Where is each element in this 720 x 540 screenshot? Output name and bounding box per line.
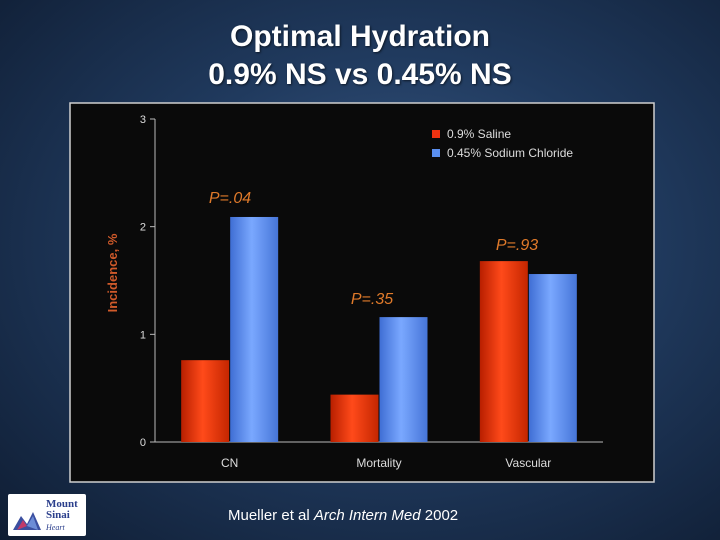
citation-year: 2002 xyxy=(424,507,459,524)
y-tick-label: 1 xyxy=(140,329,146,341)
bar-cn-series-2 xyxy=(230,216,279,442)
citation-author: Mueller et al xyxy=(228,507,310,524)
title-line-1: Optimal Hydration xyxy=(229,20,491,53)
bar-cn-series-1 xyxy=(181,360,230,442)
bar-vascular-series-1 xyxy=(479,261,528,442)
legend-label-2: 0.45% Sodium Chloride xyxy=(447,146,573,160)
x-tick-label-mortality: Mortality xyxy=(356,456,401,470)
logo-line-3: Heart xyxy=(46,523,65,532)
y-tick-label: 2 xyxy=(140,222,146,234)
bar-mortality-series-1 xyxy=(330,394,379,442)
y-tick-label: 3 xyxy=(140,114,146,126)
title-line-2: 0.9% NS vs 0.45% NS xyxy=(208,58,512,91)
p-value-annotation: P=.04 xyxy=(209,190,251,207)
citation: Mueller et al Arch Intern Med 2002 xyxy=(228,507,458,524)
p-value-annotation: P=.93 xyxy=(496,237,538,254)
mount-sinai-heart-logo: Mount Sinai Heart xyxy=(8,494,86,536)
p-value-annotation: P=.35 xyxy=(351,291,393,308)
slide-title: Optimal Hydration 0.9% NS vs 0.45% NS xyxy=(0,18,720,94)
legend-swatch-1 xyxy=(432,130,440,138)
bar-vascular-series-2 xyxy=(528,274,577,442)
logo-line-1: Mount xyxy=(46,498,78,510)
logo-line-2: Sinai xyxy=(46,509,70,521)
x-tick-label-vascular: Vascular xyxy=(505,456,551,470)
logo-text: Mount Sinai xyxy=(46,499,78,521)
x-tick-label-cn: CN xyxy=(221,456,238,470)
y-tick-label: 0 xyxy=(140,437,146,449)
bar-mortality-series-2 xyxy=(379,317,428,442)
logo-mark-icon xyxy=(13,512,41,530)
y-axis-label: Incidence, % xyxy=(105,233,120,312)
legend-swatch-2 xyxy=(432,149,440,157)
citation-journal: Arch Intern Med xyxy=(313,507,421,524)
legend-label-1: 0.9% Saline xyxy=(447,127,511,141)
